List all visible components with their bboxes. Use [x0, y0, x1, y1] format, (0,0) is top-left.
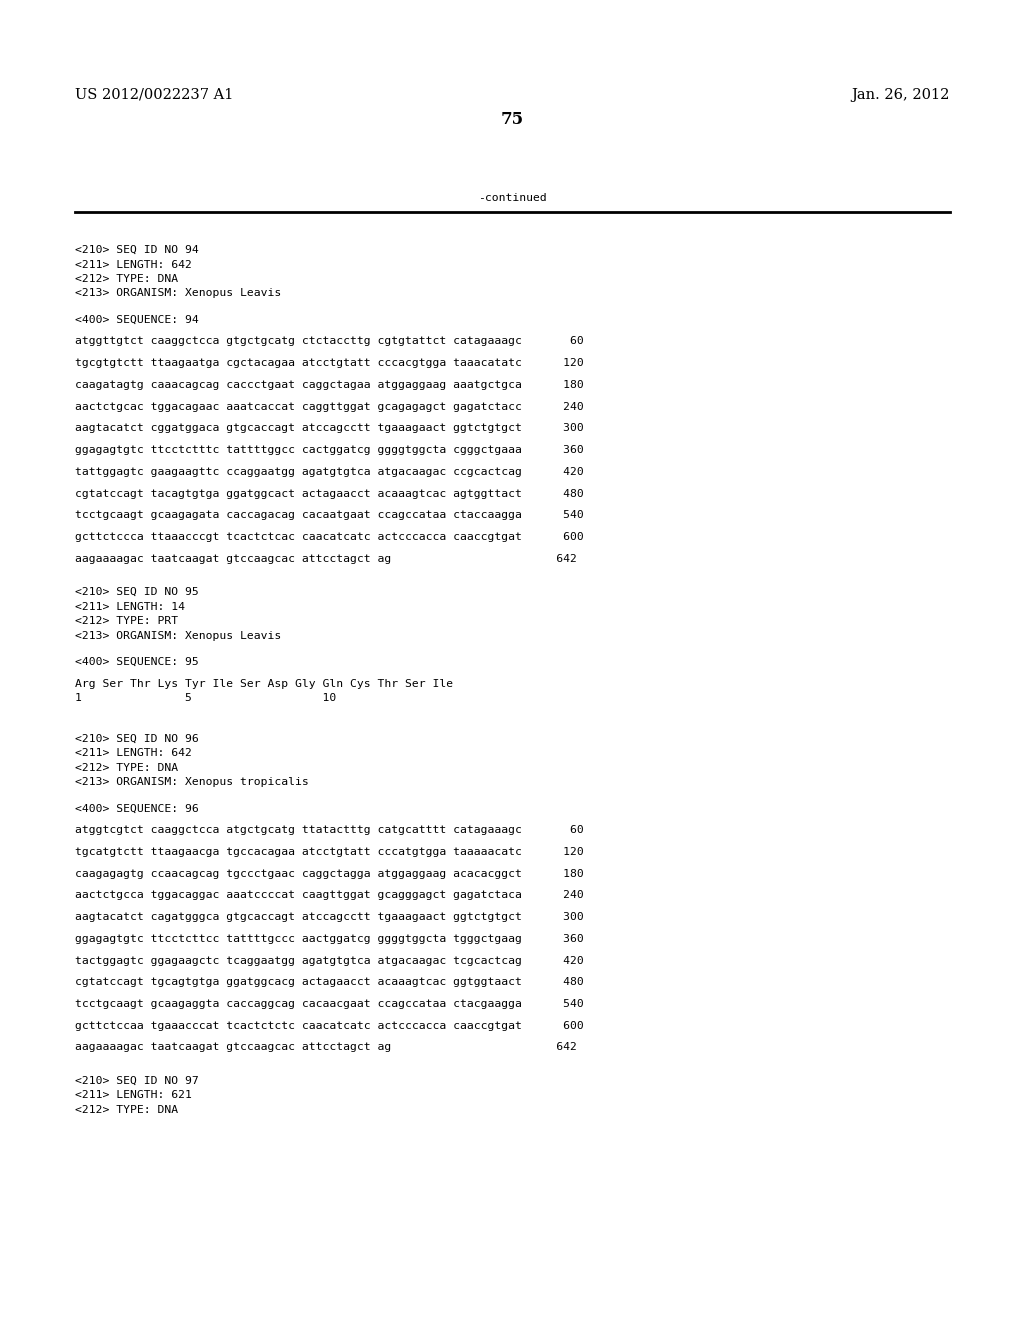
Text: aactctgcac tggacagaac aaatcaccat caggttggat gcagagagct gagatctacc      240: aactctgcac tggacagaac aaatcaccat caggttg…: [75, 401, 584, 412]
Text: aagaaaagac taatcaagat gtccaagcac attcctagct ag                        642: aagaaaagac taatcaagat gtccaagcac attccta…: [75, 1043, 577, 1052]
Text: <212> TYPE: DNA: <212> TYPE: DNA: [75, 1105, 178, 1115]
Text: tactggagtc ggagaagctc tcaggaatgg agatgtgtca atgacaagac tcgcactcag      420: tactggagtc ggagaagctc tcaggaatgg agatgtg…: [75, 956, 584, 965]
Text: <213> ORGANISM: Xenopus Leavis: <213> ORGANISM: Xenopus Leavis: [75, 289, 282, 298]
Text: Arg Ser Thr Lys Tyr Ile Ser Asp Gly Gln Cys Thr Ser Ile: Arg Ser Thr Lys Tyr Ile Ser Asp Gly Gln …: [75, 678, 454, 689]
Text: <211> LENGTH: 14: <211> LENGTH: 14: [75, 602, 185, 611]
Text: <211> LENGTH: 621: <211> LENGTH: 621: [75, 1090, 191, 1101]
Text: -continued: -continued: [477, 193, 547, 203]
Text: <213> ORGANISM: Xenopus Leavis: <213> ORGANISM: Xenopus Leavis: [75, 631, 282, 640]
Text: aactctgcca tggacaggac aaatccccat caagttggat gcagggagct gagatctaca      240: aactctgcca tggacaggac aaatccccat caagttg…: [75, 890, 584, 900]
Text: US 2012/0022237 A1: US 2012/0022237 A1: [75, 88, 233, 102]
Text: cgtatccagt tgcagtgtga ggatggcacg actagaacct acaaagtcac ggtggtaact      480: cgtatccagt tgcagtgtga ggatggcacg actagaa…: [75, 977, 584, 987]
Text: tgcatgtctt ttaagaacga tgccacagaa atcctgtatt cccatgtgga taaaaacatc      120: tgcatgtctt ttaagaacga tgccacagaa atcctgt…: [75, 846, 584, 857]
Text: gcttctccca ttaaacccgt tcactctcac caacatcatc actcccacca caaccgtgat      600: gcttctccca ttaaacccgt tcactctcac caacatc…: [75, 532, 584, 543]
Text: aagtacatct cggatggaca gtgcaccagt atccagcctt tgaaagaact ggtctgtgct      300: aagtacatct cggatggaca gtgcaccagt atccagc…: [75, 424, 584, 433]
Text: Jan. 26, 2012: Jan. 26, 2012: [852, 88, 950, 102]
Text: ggagagtgtc ttcctcttcc tattttgccc aactggatcg ggggtggcta tgggctgaag      360: ggagagtgtc ttcctcttcc tattttgccc aactgga…: [75, 933, 584, 944]
Text: atggttgtct caaggctcca gtgctgcatg ctctaccttg cgtgtattct catagaaagc       60: atggttgtct caaggctcca gtgctgcatg ctctacc…: [75, 337, 584, 346]
Text: <213> ORGANISM: Xenopus tropicalis: <213> ORGANISM: Xenopus tropicalis: [75, 777, 309, 787]
Text: ggagagtgtc ttcctctttc tattttggcc cactggatcg ggggtggcta cgggctgaaa      360: ggagagtgtc ttcctctttc tattttggcc cactgga…: [75, 445, 584, 455]
Text: tgcgtgtctt ttaagaatga cgctacagaa atcctgtatt cccacgtgga taaacatatc      120: tgcgtgtctt ttaagaatga cgctacagaa atcctgt…: [75, 358, 584, 368]
Text: <210> SEQ ID NO 95: <210> SEQ ID NO 95: [75, 587, 199, 597]
Text: tcctgcaagt gcaagaggta caccaggcag cacaacgaat ccagccataa ctacgaagga      540: tcctgcaagt gcaagaggta caccaggcag cacaacg…: [75, 999, 584, 1008]
Text: 1               5                   10: 1 5 10: [75, 693, 336, 704]
Text: <211> LENGTH: 642: <211> LENGTH: 642: [75, 748, 191, 758]
Text: gcttctccaa tgaaacccat tcactctctc caacatcatc actcccacca caaccgtgat      600: gcttctccaa tgaaacccat tcactctctc caacatc…: [75, 1020, 584, 1031]
Text: cgtatccagt tacagtgtga ggatggcact actagaacct acaaagtcac agtggttact      480: cgtatccagt tacagtgtga ggatggcact actagaa…: [75, 488, 584, 499]
Text: <212> TYPE: DNA: <212> TYPE: DNA: [75, 763, 178, 772]
Text: <400> SEQUENCE: 95: <400> SEQUENCE: 95: [75, 657, 199, 667]
Text: <212> TYPE: DNA: <212> TYPE: DNA: [75, 275, 178, 284]
Text: caagagagtg ccaacagcag tgccctgaac caggctagga atggaggaag acacacggct      180: caagagagtg ccaacagcag tgccctgaac caggcta…: [75, 869, 584, 879]
Text: tcctgcaagt gcaagagata caccagacag cacaatgaat ccagccataa ctaccaagga      540: tcctgcaagt gcaagagata caccagacag cacaatg…: [75, 511, 584, 520]
Text: <211> LENGTH: 642: <211> LENGTH: 642: [75, 260, 191, 269]
Text: 75: 75: [501, 111, 523, 128]
Text: caagatagtg caaacagcag caccctgaat caggctagaa atggaggaag aaatgctgca      180: caagatagtg caaacagcag caccctgaat caggcta…: [75, 380, 584, 389]
Text: <210> SEQ ID NO 94: <210> SEQ ID NO 94: [75, 246, 199, 255]
Text: atggtcgtct caaggctcca atgctgcatg ttatactttg catgcatttt catagaaagc       60: atggtcgtct caaggctcca atgctgcatg ttatact…: [75, 825, 584, 836]
Text: aagaaaagac taatcaagat gtccaagcac attcctagct ag                        642: aagaaaagac taatcaagat gtccaagcac attccta…: [75, 554, 577, 564]
Text: aagtacatct cagatgggca gtgcaccagt atccagcctt tgaaagaact ggtctgtgct      300: aagtacatct cagatgggca gtgcaccagt atccagc…: [75, 912, 584, 921]
Text: tattggagtc gaagaagttc ccaggaatgg agatgtgtca atgacaagac ccgcactcag      420: tattggagtc gaagaagttc ccaggaatgg agatgtg…: [75, 467, 584, 477]
Text: <400> SEQUENCE: 94: <400> SEQUENCE: 94: [75, 314, 199, 325]
Text: <210> SEQ ID NO 97: <210> SEQ ID NO 97: [75, 1076, 199, 1086]
Text: <212> TYPE: PRT: <212> TYPE: PRT: [75, 616, 178, 626]
Text: <400> SEQUENCE: 96: <400> SEQUENCE: 96: [75, 804, 199, 813]
Text: <210> SEQ ID NO 96: <210> SEQ ID NO 96: [75, 734, 199, 743]
